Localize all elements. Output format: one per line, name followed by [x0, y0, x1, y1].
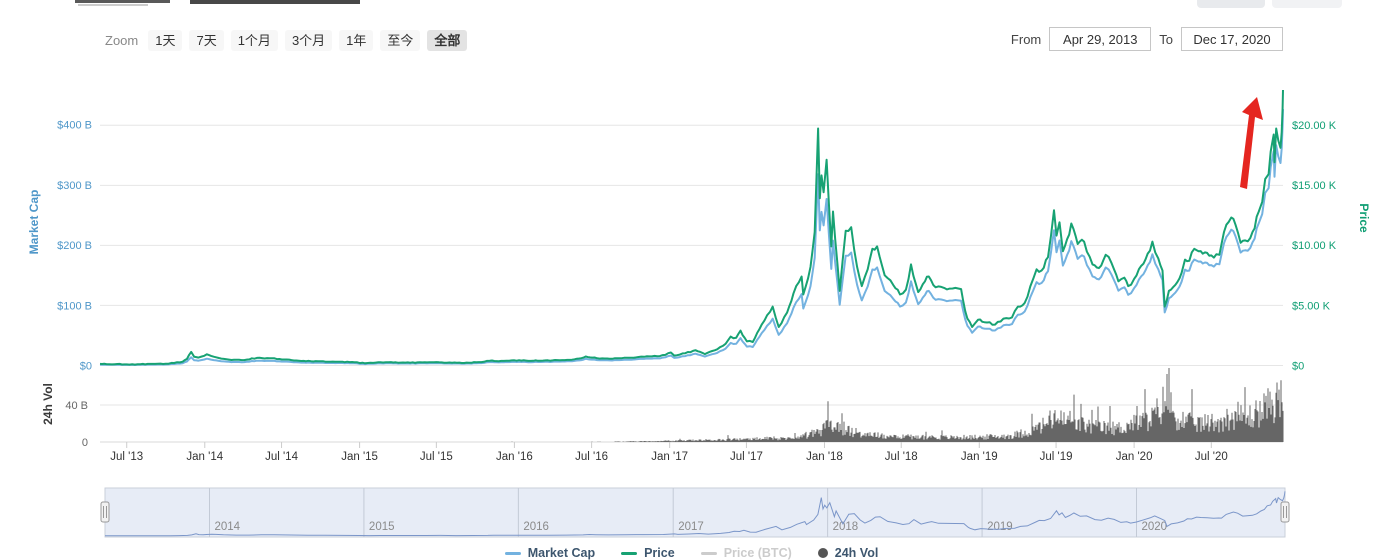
- svg-text:Jul '15: Jul '15: [420, 451, 453, 463]
- navigator-track[interactable]: [104, 487, 1286, 538]
- svg-text:2016: 2016: [523, 521, 549, 533]
- svg-text:Jan '14: Jan '14: [186, 451, 223, 463]
- legend-label: Market Cap: [527, 546, 596, 560]
- x-axis-labels: Jul '13 Jan '14 Jul '14 Jan '15 Jul '15 Jan '…: [110, 442, 1228, 463]
- range-button-4[interactable]: 1年: [339, 29, 374, 51]
- svg-text:$300 B: $300 B: [57, 180, 92, 192]
- navigator-series-line: [104, 491, 1286, 537]
- to-label: To: [1159, 31, 1173, 47]
- legend-item-market-cap[interactable]: Market Cap: [504, 546, 596, 560]
- svg-text:2019: 2019: [987, 521, 1013, 533]
- volume-axis-labels: 40 B 0: [65, 400, 88, 449]
- svg-text:2017: 2017: [678, 521, 704, 533]
- navigator-right-handle[interactable]: [1280, 501, 1290, 523]
- legend-label: Price (BTC): [723, 546, 792, 560]
- svg-text:Jan '18: Jan '18: [806, 451, 843, 463]
- range-button-2[interactable]: 1个月: [230, 29, 278, 51]
- legend-marker: [817, 548, 828, 558]
- svg-text:Jan '16: Jan '16: [496, 451, 533, 463]
- upward-trend-arrow-annotation: [1240, 97, 1263, 189]
- svg-text:$15.00 K: $15.00 K: [1292, 180, 1337, 192]
- svg-text:$400 B: $400 B: [57, 120, 92, 132]
- svg-text:2020: 2020: [1141, 521, 1167, 533]
- svg-text:$0: $0: [80, 361, 92, 373]
- y-axis-right-labels: $20.00 K $15.00 K $10.00 K $5.00 K $0: [1292, 120, 1337, 373]
- svg-text:$5.00 K: $5.00 K: [1292, 300, 1331, 312]
- to-date-input[interactable]: [1181, 27, 1283, 51]
- svg-text:Jul '20: Jul '20: [1195, 451, 1228, 463]
- clipped-header-remnant: [75, 0, 170, 3]
- legend-label: 24h Vol: [834, 546, 879, 560]
- svg-text:Jan '17: Jan '17: [651, 451, 688, 463]
- price-line: [99, 89, 1284, 366]
- svg-text:$200 B: $200 B: [57, 240, 92, 252]
- svg-text:Jan '20: Jan '20: [1116, 451, 1153, 463]
- volume-bars: [511, 368, 1284, 442]
- navigator-left-handle[interactable]: [100, 501, 110, 523]
- legend-marker: [504, 551, 521, 555]
- svg-text:Jan '15: Jan '15: [341, 451, 378, 463]
- clipped-header-button: [1272, 0, 1342, 8]
- plot-area[interactable]: [100, 75, 1283, 442]
- market-cap-line: [99, 109, 1284, 366]
- svg-text:2015: 2015: [369, 521, 395, 533]
- svg-text:Jul '16: Jul '16: [575, 451, 608, 463]
- price-axis-title: Price: [1357, 203, 1371, 233]
- svg-text:2018: 2018: [833, 521, 859, 533]
- y-axis-left-labels: $400 B $300 B $200 B $100 B $0: [57, 120, 92, 373]
- market-cap-axis-title: Market Cap: [27, 190, 41, 255]
- range-button-6[interactable]: 全部: [427, 29, 468, 51]
- svg-text:$0: $0: [1292, 361, 1304, 373]
- svg-text:Jul '13: Jul '13: [110, 451, 143, 463]
- svg-text:Jul '14: Jul '14: [265, 451, 298, 463]
- legend-marker: [700, 551, 717, 555]
- legend-item-24h-vol[interactable]: 24h Vol: [817, 546, 879, 560]
- svg-text:2014: 2014: [215, 521, 241, 533]
- zoom-label: Zoom: [105, 32, 139, 48]
- navigator[interactable]: 2014 2015 2016 2017 2018 2019 2020: [100, 487, 1290, 538]
- date-range-controls: From To: [1011, 27, 1283, 51]
- range-button-1[interactable]: 7天: [189, 29, 224, 51]
- chart-legend: Market Cap Price Price (BTC) 24h Vol: [0, 546, 1383, 560]
- svg-text:0: 0: [82, 437, 88, 449]
- from-label: From: [1010, 31, 1042, 47]
- svg-text:$10.00 K: $10.00 K: [1292, 240, 1337, 252]
- svg-text:$100 B: $100 B: [57, 300, 92, 312]
- svg-text:40 B: 40 B: [65, 400, 88, 412]
- legend-label: Price: [644, 546, 675, 560]
- zoom-toolbar: Zoom 1天 7天 1个月 3个月 1年 至今 全部: [105, 28, 468, 52]
- legend-marker: [621, 551, 638, 555]
- volume-axis-title: 24h Vol: [41, 383, 55, 425]
- svg-text:Jan '19: Jan '19: [961, 451, 998, 463]
- legend-item-price-btc-[interactable]: Price (BTC): [700, 546, 792, 560]
- range-button-3[interactable]: 3个月: [284, 29, 333, 51]
- svg-text:Jul '19: Jul '19: [1040, 451, 1073, 463]
- clipped-header-remnant: [190, 0, 360, 4]
- clipped-header-button: [1197, 0, 1265, 8]
- svg-text:Jul '17: Jul '17: [730, 451, 763, 463]
- legend-item-price[interactable]: Price: [621, 546, 675, 560]
- range-button-0[interactable]: 1天: [148, 29, 183, 51]
- svg-text:$20.00 K: $20.00 K: [1292, 120, 1337, 132]
- clipped-header-remnant: [78, 4, 148, 6]
- from-date-input[interactable]: [1049, 27, 1152, 51]
- svg-text:Jul '18: Jul '18: [885, 451, 918, 463]
- range-button-5[interactable]: 至今: [380, 29, 421, 51]
